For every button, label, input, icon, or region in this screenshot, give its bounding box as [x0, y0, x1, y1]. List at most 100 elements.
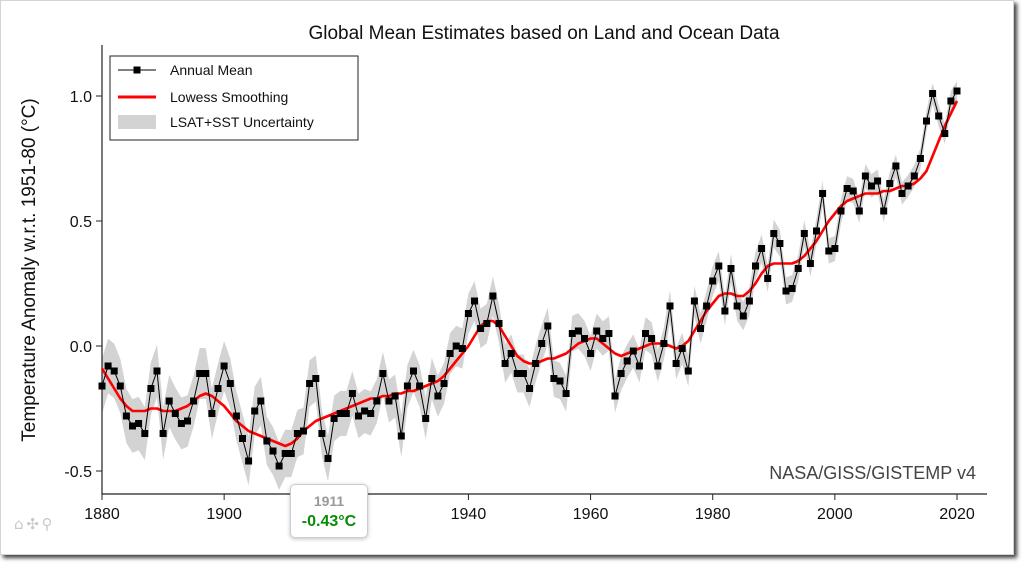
annual-mean-point[interactable] — [342, 410, 350, 417]
annual-mean-point[interactable] — [929, 90, 937, 97]
annual-mean-point[interactable] — [947, 97, 955, 105]
annual-mean-point[interactable] — [776, 240, 784, 247]
annual-mean-point[interactable] — [348, 390, 356, 397]
annual-mean-point[interactable] — [336, 410, 344, 417]
annual-mean-point[interactable] — [666, 302, 674, 310]
annual-mean-point[interactable] — [147, 385, 155, 392]
annual-mean-point[interactable] — [226, 380, 234, 387]
annual-mean-point[interactable] — [752, 262, 759, 270]
annual-mean-point[interactable] — [440, 380, 448, 387]
annual-mean-point[interactable] — [367, 410, 375, 417]
annual-mean-point[interactable] — [953, 87, 961, 95]
annual-mean-point[interactable] — [697, 325, 704, 332]
annual-mean-point[interactable] — [501, 360, 509, 367]
annual-mean-point[interactable] — [556, 377, 564, 385]
annual-mean-point[interactable] — [477, 325, 485, 332]
annual-mean-point[interactable] — [287, 450, 295, 457]
annual-mean-point[interactable] — [202, 370, 210, 377]
annual-mean-point[interactable] — [324, 455, 332, 462]
annual-mean-point[interactable] — [904, 182, 912, 190]
annual-mean-point[interactable] — [403, 382, 411, 390]
annual-mean-point[interactable] — [245, 457, 253, 465]
annual-mean-point[interactable] — [727, 265, 735, 272]
annual-mean-point[interactable] — [165, 397, 173, 405]
annual-mean-point[interactable] — [251, 407, 259, 415]
annual-mean-point[interactable] — [611, 392, 619, 400]
annual-mean-point[interactable] — [923, 117, 930, 125]
annual-mean-point[interactable] — [177, 420, 185, 427]
annual-mean-point[interactable] — [410, 367, 417, 375]
annual-mean-point[interactable] — [446, 350, 454, 357]
annual-mean-point[interactable] — [275, 462, 283, 470]
annual-mean-point[interactable] — [184, 417, 191, 425]
annual-mean-point[interactable] — [892, 162, 900, 170]
annual-mean-point[interactable] — [471, 297, 478, 305]
annual-mean-point[interactable] — [788, 285, 796, 292]
annual-mean-point[interactable] — [782, 287, 790, 295]
annual-mean-point[interactable] — [587, 350, 595, 357]
annual-mean-point[interactable] — [220, 362, 228, 370]
zoom-icon[interactable]: ⚲ — [41, 515, 53, 533]
annual-mean-point[interactable] — [263, 437, 271, 445]
annual-mean-point[interactable] — [458, 345, 466, 352]
annual-mean-point[interactable] — [483, 320, 491, 327]
annual-mean-point[interactable] — [104, 362, 112, 370]
annual-mean-point[interactable] — [312, 375, 320, 382]
annual-mean-point[interactable] — [770, 230, 778, 237]
annual-mean-point[interactable] — [623, 357, 631, 365]
annual-mean-point[interactable] — [214, 385, 222, 392]
annual-mean-point[interactable] — [715, 262, 723, 270]
annual-mean-point[interactable] — [758, 245, 766, 252]
annual-mean-point[interactable] — [916, 155, 924, 162]
annual-mean-point[interactable] — [703, 302, 711, 310]
annual-mean-point[interactable] — [416, 382, 424, 390]
annual-mean-point[interactable] — [422, 415, 430, 422]
annual-mean-point[interactable] — [379, 370, 387, 377]
annual-mean-point[interactable] — [709, 277, 717, 285]
annual-mean-point[interactable] — [764, 275, 772, 282]
annual-mean-point[interactable] — [269, 447, 277, 455]
annual-mean-point[interactable] — [819, 190, 827, 197]
annual-mean-point[interactable] — [794, 265, 802, 272]
annual-mean-point[interactable] — [257, 397, 265, 405]
annual-mean-point[interactable] — [428, 375, 436, 382]
annual-mean-point[interactable] — [391, 392, 399, 400]
annual-mean-point[interactable] — [526, 385, 533, 392]
annual-mean-point[interactable] — [678, 345, 686, 352]
annual-mean-point[interactable] — [385, 397, 393, 405]
annual-mean-point[interactable] — [159, 430, 167, 437]
annual-mean-point[interactable] — [684, 367, 692, 375]
annual-mean-point[interactable] — [733, 302, 741, 310]
annual-mean-point[interactable] — [208, 410, 216, 417]
annual-mean-point[interactable] — [825, 247, 833, 255]
annual-mean-point[interactable] — [599, 335, 607, 342]
annual-mean-point[interactable] — [837, 207, 845, 215]
annual-mean-point[interactable] — [568, 330, 576, 337]
annual-mean-point[interactable] — [861, 172, 869, 180]
annual-mean-point[interactable] — [593, 327, 601, 335]
annual-mean-point[interactable] — [513, 370, 521, 377]
annual-mean-point[interactable] — [300, 427, 307, 435]
annual-mean-point[interactable] — [135, 420, 143, 427]
annual-mean-point[interactable] — [110, 367, 118, 375]
annual-mean-point[interactable] — [122, 412, 130, 420]
annual-mean-point[interactable] — [318, 430, 326, 437]
annual-mean-point[interactable] — [605, 330, 613, 337]
annual-mean-point[interactable] — [800, 230, 808, 237]
annual-mean-point[interactable] — [562, 390, 570, 397]
annual-mean-point[interactable] — [739, 312, 747, 320]
annual-mean-point[interactable] — [898, 190, 906, 197]
annual-mean-point[interactable] — [129, 422, 136, 430]
annual-mean-point[interactable] — [507, 350, 515, 357]
annual-mean-point[interactable] — [232, 412, 240, 420]
annual-mean-point[interactable] — [464, 310, 472, 317]
annual-mean-point[interactable] — [813, 227, 820, 235]
annual-mean-point[interactable] — [434, 392, 442, 400]
annual-mean-point[interactable] — [293, 430, 301, 437]
annual-mean-point[interactable] — [941, 130, 949, 137]
annual-mean-point[interactable] — [116, 382, 124, 390]
annual-mean-point[interactable] — [690, 297, 698, 305]
annual-mean-point[interactable] — [886, 180, 894, 187]
annual-mean-point[interactable] — [855, 207, 863, 215]
annual-mean-point[interactable] — [635, 362, 643, 370]
